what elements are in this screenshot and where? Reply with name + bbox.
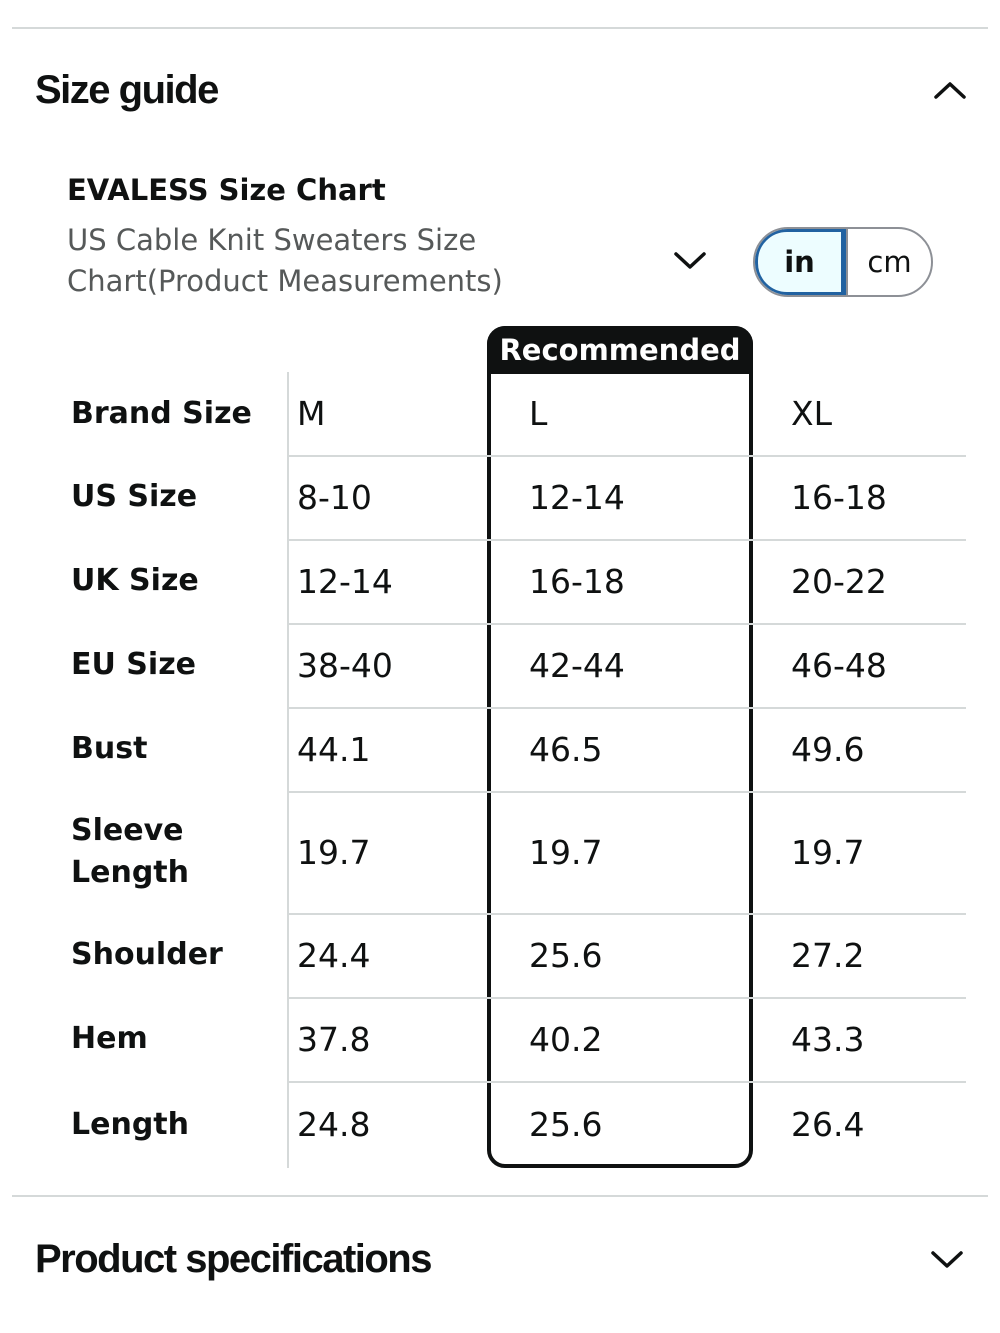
- table-cell: 46.5: [529, 729, 603, 769]
- table-cell: 25.6: [529, 935, 603, 975]
- table-cell: 46-48: [791, 645, 887, 685]
- row-divider: [289, 707, 966, 709]
- row-label: Sleeve Length: [71, 813, 189, 890]
- size-header-cell: M: [297, 394, 326, 433]
- table-cell: 24.8: [297, 1105, 371, 1144]
- size-header-cell: XL: [791, 394, 832, 433]
- size-guide-title[interactable]: Size guide: [35, 68, 219, 112]
- table-cell: 20-22: [791, 561, 887, 601]
- recommended-column-frame: [487, 326, 753, 1168]
- table-cell: 19.7: [791, 832, 865, 872]
- table-cell: 26.4: [791, 1105, 865, 1144]
- row-divider: [289, 455, 966, 457]
- table-cell: 8-10: [297, 477, 372, 517]
- table-cell: 12-14: [529, 477, 625, 517]
- top-divider: [12, 27, 988, 29]
- chevron-up-icon[interactable]: [930, 70, 970, 110]
- row-label: Shoulder: [71, 937, 223, 972]
- table-cell: 38-40: [297, 645, 393, 685]
- table-cell: 27.2: [791, 935, 865, 975]
- table-cell: 24.4: [297, 935, 371, 975]
- unit-in-button[interactable]: in: [755, 229, 846, 295]
- size-header-cell: L: [529, 394, 548, 433]
- table-cell: 19.7: [529, 832, 603, 872]
- row-label: EU Size: [71, 647, 196, 682]
- table-cell: 16-18: [529, 561, 625, 601]
- table-cell: 25.6: [529, 1105, 603, 1144]
- chevron-down-icon[interactable]: [670, 243, 710, 277]
- product-specs-title[interactable]: Product specifications: [35, 1237, 432, 1281]
- bottom-divider: [12, 1195, 988, 1197]
- row-label: Bust: [71, 731, 148, 766]
- row-divider: [289, 791, 966, 793]
- table-cell: 37.8: [297, 1019, 371, 1059]
- table-divider: [287, 372, 289, 1168]
- table-cell: 42-44: [529, 645, 625, 685]
- table-cell: 19.7: [297, 832, 371, 872]
- row-label-brand-size: Brand Size: [71, 395, 252, 431]
- row-divider: [289, 913, 966, 915]
- row-divider: [289, 1081, 966, 1083]
- row-label: UK Size: [71, 563, 199, 598]
- table-cell: 43.3: [791, 1019, 865, 1059]
- unit-toggle[interactable]: in cm: [753, 227, 933, 297]
- chevron-down-icon[interactable]: [927, 1239, 967, 1279]
- row-label: US Size: [71, 479, 198, 514]
- chart-subtitle[interactable]: US Cable Knit Sweaters Size Chart(Produc…: [67, 223, 503, 298]
- table-cell: 44.1: [297, 729, 371, 769]
- table-cell: 12-14: [297, 561, 393, 601]
- chart-title: EVALESS Size Chart: [67, 173, 386, 207]
- row-divider: [289, 623, 966, 625]
- table-cell: 16-18: [791, 477, 887, 517]
- table-cell: 49.6: [791, 729, 865, 769]
- table-cell: 40.2: [529, 1019, 603, 1059]
- row-label: Hem: [71, 1021, 148, 1056]
- recommended-badge: Recommended: [487, 326, 753, 374]
- row-divider: [289, 539, 966, 541]
- row-label: Length: [71, 1106, 189, 1142]
- unit-cm-button[interactable]: cm: [846, 229, 931, 295]
- row-divider: [289, 997, 966, 999]
